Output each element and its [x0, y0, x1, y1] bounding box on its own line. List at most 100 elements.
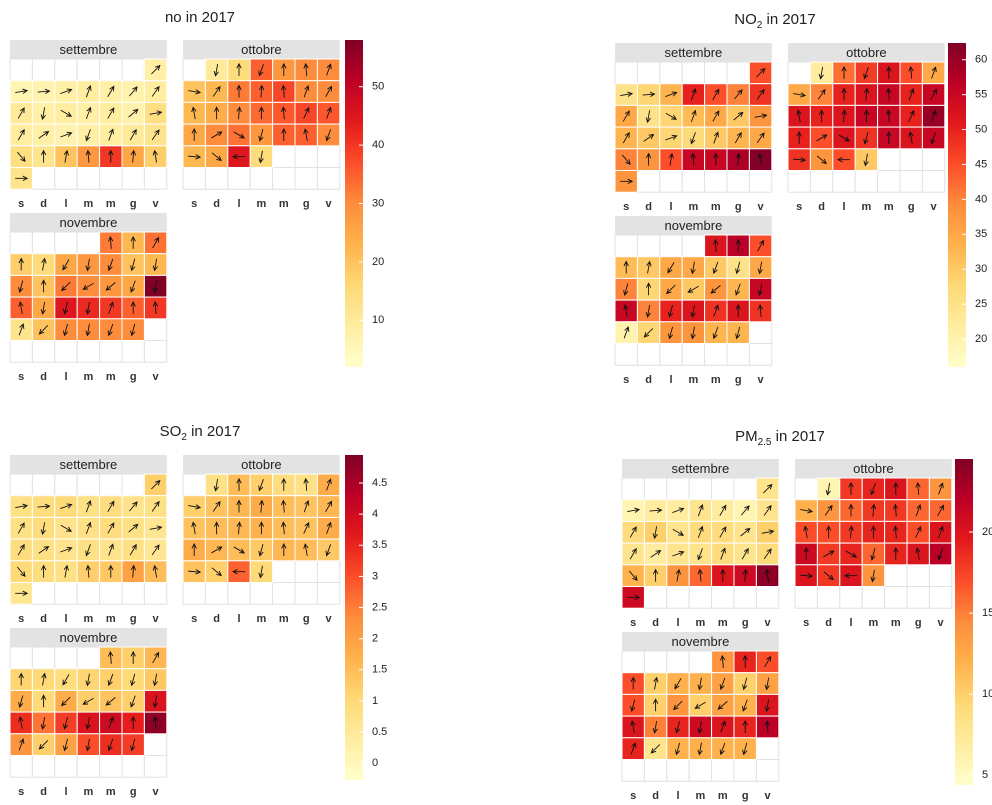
wind-arrow [841, 65, 847, 79]
wind-arrow [303, 521, 310, 534]
wind-arrow [17, 543, 25, 556]
wind-arrow [652, 698, 659, 712]
empty-cell [31, 582, 56, 605]
wind-arrow [863, 87, 870, 101]
wind-arrow [211, 152, 222, 162]
wind-arrow [191, 521, 197, 535]
weekday-label: m [711, 201, 721, 213]
wind-arrow [719, 504, 727, 516]
wind-arrow [108, 301, 114, 314]
month-header [788, 43, 945, 62]
wind-arrow [841, 109, 847, 123]
empty-cell [688, 650, 713, 674]
wind-arrow [690, 261, 696, 275]
weekday-label: l [237, 198, 240, 210]
wind-arrow [665, 91, 678, 98]
month-label: novembre [59, 215, 117, 230]
empty-cell [227, 167, 251, 190]
empty-cell [688, 759, 713, 782]
title-part: NO [734, 11, 757, 28]
empty-cell [748, 321, 773, 344]
wind-arrow [281, 62, 287, 76]
weekday-label: s [18, 198, 24, 210]
empty-cell [621, 650, 645, 674]
wind-arrow [152, 651, 160, 664]
weekday-label: m [696, 617, 706, 629]
wind-arrow [710, 285, 721, 294]
wind-arrow [848, 525, 854, 539]
empty-cell [31, 167, 56, 190]
empty-cell [9, 755, 33, 778]
wind-arrow [623, 283, 629, 297]
weekday-label: g [742, 617, 749, 629]
wind-arrow [325, 544, 332, 557]
wind-arrow [128, 523, 139, 533]
wind-arrow [697, 742, 703, 756]
weekday-label: d [818, 201, 825, 213]
weekday-label: d [645, 374, 652, 386]
wind-arrow [713, 152, 719, 166]
empty-cell [614, 343, 638, 366]
wind-arrow [630, 742, 637, 755]
empty-cell [31, 755, 56, 778]
weekday-label: g [908, 201, 915, 213]
month-label: novembre [59, 630, 117, 645]
wind-arrow [258, 565, 264, 579]
wind-arrow [40, 716, 46, 730]
wind-arrow [937, 548, 944, 561]
legend-label: 45 [975, 158, 987, 170]
wind-arrow [885, 109, 892, 123]
title-part: SO [160, 423, 182, 440]
weekday-label: d [40, 786, 47, 798]
wind-arrow [892, 525, 899, 539]
empty-cell [614, 61, 638, 85]
wind-arrow [151, 64, 161, 75]
wind-arrow [188, 154, 202, 160]
wind-arrow [130, 149, 137, 163]
month-label: settembre [59, 42, 117, 57]
wind-arrow [130, 258, 136, 272]
title-part: in 2017 [762, 11, 815, 28]
wind-arrow [17, 107, 25, 119]
empty-cell [316, 582, 341, 605]
weekday-label: m [862, 201, 872, 213]
title-part: 2.5 [758, 437, 772, 448]
wind-arrow [325, 129, 332, 142]
wind-arrow [85, 106, 92, 120]
wind-arrow [129, 128, 137, 141]
wind-arrow [236, 62, 242, 76]
weekday-label: v [758, 374, 765, 386]
wind-arrow [85, 129, 91, 142]
legend-label: 3.5 [372, 539, 387, 551]
wind-arrow [848, 503, 854, 517]
legend-label: 40 [975, 193, 987, 205]
empty-cell [854, 170, 879, 193]
wind-arrow [757, 152, 763, 166]
wind-arrow [712, 88, 720, 100]
empty-cell [76, 167, 101, 190]
wind-arrow [742, 719, 748, 733]
wind-arrow [690, 326, 696, 340]
weekday-label: m [257, 198, 267, 210]
wind-arrow [280, 84, 287, 98]
month-header [615, 216, 772, 235]
empty-cell [681, 61, 706, 85]
legend-label: 60 [975, 54, 987, 66]
empty-cell [31, 340, 56, 363]
wind-arrow [152, 715, 159, 729]
weekday-label: g [130, 613, 137, 625]
legend-label: 10 [372, 314, 384, 326]
wind-arrow [281, 127, 287, 141]
wind-arrow [129, 543, 137, 556]
legend-label: 40 [372, 139, 384, 151]
wind-arrow [823, 571, 834, 581]
wind-arrow [303, 499, 310, 513]
empty-cell [614, 234, 638, 258]
weekday-label: v [153, 613, 160, 625]
wind-arrow [712, 261, 719, 275]
legend-label: 35 [975, 228, 987, 240]
wind-arrow [645, 152, 652, 166]
wind-arrow [325, 500, 333, 512]
wind-arrow [735, 238, 741, 252]
wind-arrow [15, 88, 29, 94]
